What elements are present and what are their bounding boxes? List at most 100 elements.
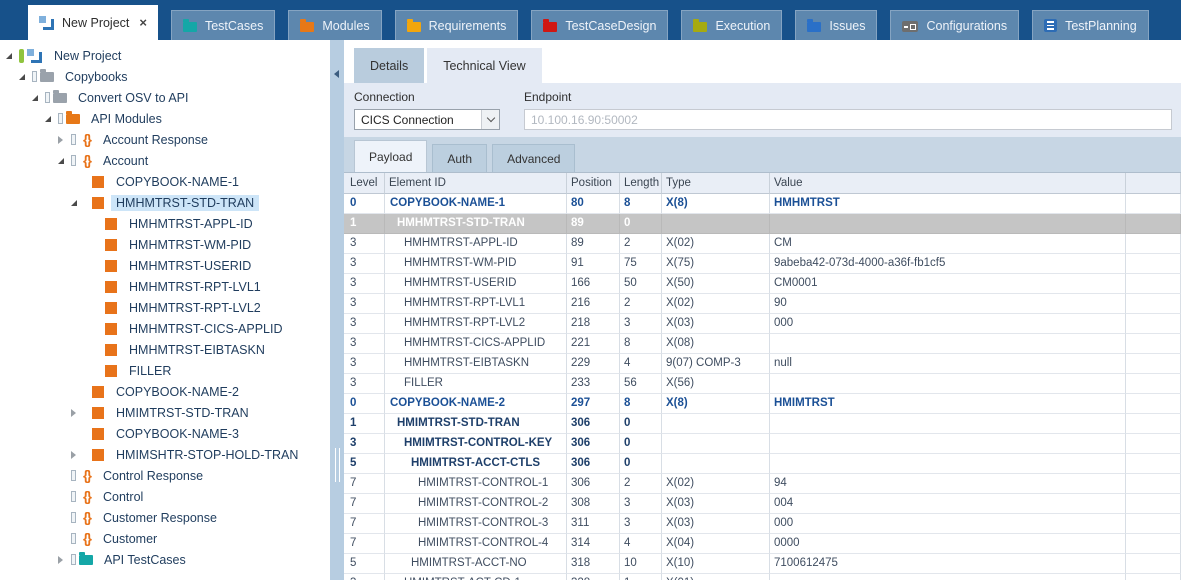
table-row[interactable]: 3 HMIMTRST-CONTROL-KEY 306 0: [344, 434, 1181, 454]
table-row[interactable]: 3 HMHMTRST-CICS-APPLID 221 8 X(08): [344, 334, 1181, 354]
expander-open-icon[interactable]: [71, 199, 77, 206]
expander-closed-icon[interactable]: [58, 555, 63, 564]
doc-indicator-icon: [71, 512, 76, 523]
tree-item-control-response[interactable]: {} Control Response: [0, 465, 330, 486]
table-row[interactable]: 5 HMIMTRST-ACCT-NO 318 10 X(10) 7100612475: [344, 554, 1181, 574]
cell-filler: [1126, 554, 1181, 574]
tree-item-hmhmtrst-std-tran[interactable]: HMHMTRST-STD-TRAN: [0, 192, 330, 213]
tree-item-hmhmtrst-rpt-lvl1[interactable]: HMHMTRST-RPT-LVL1: [0, 276, 330, 297]
tab-auth[interactable]: Auth: [432, 144, 488, 172]
cell-length: 2: [620, 474, 662, 494]
table-row[interactable]: 3 FILLER 233 56 X(56): [344, 374, 1181, 394]
table-row[interactable]: 0 COPYBOOK-NAME-2 297 8 X(8) HMIMTRST: [344, 394, 1181, 414]
tree-item-filler[interactable]: FILLER: [0, 360, 330, 381]
tree-item-customer-response[interactable]: {} Customer Response: [0, 507, 330, 528]
tree-item-hmhmtrst-rpt-lvl2[interactable]: HMHMTRST-RPT-LVL2: [0, 297, 330, 318]
window-tab-testplanning[interactable]: TestPlanning: [1032, 10, 1149, 40]
window-tab-modules[interactable]: Modules: [288, 10, 382, 40]
window-tab-testcases[interactable]: TestCases: [170, 10, 276, 40]
window-tab-testcasedesign[interactable]: TestCaseDesign: [531, 10, 669, 40]
column-header-length[interactable]: Length: [620, 173, 662, 194]
panel-splitter[interactable]: [330, 40, 344, 580]
window-tab-issues[interactable]: Issues: [795, 10, 878, 40]
table-row[interactable]: 7 HMIMTRST-CONTROL-4 314 4 X(04) 0000: [344, 534, 1181, 554]
tree-item-label: HMHMTRST-USERID: [129, 258, 252, 273]
copybook-field-icon: [105, 217, 117, 230]
tree-item-hmhmtrst-cics-applid[interactable]: HMHMTRST-CICS-APPLID: [0, 318, 330, 339]
column-header-level[interactable]: Level: [344, 173, 385, 194]
expander-closed-icon[interactable]: [71, 450, 76, 459]
tree-item-convert-osv-to-api[interactable]: Convert OSV to API: [0, 87, 330, 108]
endpoint-input[interactable]: [524, 109, 1172, 130]
window-tab-label: Issues: [829, 18, 866, 33]
tree-item-customer[interactable]: {} Customer: [0, 528, 330, 549]
tree-item-api-modules[interactable]: API Modules: [0, 108, 330, 129]
tree-item-hmimshtr-stop-hold-tran[interactable]: HMIMSHTR-STOP-HOLD-TRAN: [0, 444, 330, 465]
expander-closed-icon[interactable]: [71, 408, 76, 417]
close-tab-icon[interactable]: ×: [139, 15, 147, 30]
column-header-element-id[interactable]: Element ID: [385, 173, 567, 194]
tab-payload[interactable]: Payload: [354, 140, 428, 172]
tree-item-account[interactable]: {} Account: [0, 150, 330, 171]
tree-item-copybook-name-1[interactable]: COPYBOOK-NAME-1: [0, 171, 330, 192]
tree-item-copybook-name-3[interactable]: COPYBOOK-NAME-3: [0, 423, 330, 444]
window-tab-new-project[interactable]: New Project ×: [28, 5, 158, 40]
cell-position: 89: [567, 234, 620, 254]
main-area: New Project Copybooks Convert OSV to API AP…: [0, 40, 1181, 580]
tree-item-label: Customer: [103, 531, 158, 546]
cell-type: X(8): [662, 194, 770, 214]
tree-item-new-project[interactable]: New Project: [0, 45, 330, 66]
tree-item-hmhmtrst-wm-pid[interactable]: HMHMTRST-WM-PID: [0, 234, 330, 255]
table-row[interactable]: 7 HMIMTRST-CONTROL-1 306 2 X(02) 94: [344, 474, 1181, 494]
expander-open-icon[interactable]: [32, 94, 38, 101]
window-tab-configurations[interactable]: Configurations: [890, 10, 1020, 40]
tab-technical-view[interactable]: Technical View: [427, 48, 542, 83]
tree-item-account-response[interactable]: {} Account Response: [0, 129, 330, 150]
table-row[interactable]: 3 HMHMTRST-RPT-LVL1 216 2 X(02) 90: [344, 294, 1181, 314]
tree-item-hmhmtrst-userid[interactable]: HMHMTRST-USERID: [0, 255, 330, 276]
expander-open-icon[interactable]: [58, 157, 64, 164]
splitter-grip[interactable]: [335, 448, 340, 482]
column-header-type[interactable]: Type: [662, 173, 770, 194]
table-row[interactable]: 1 HMIMTRST-STD-TRAN 306 0: [344, 414, 1181, 434]
cell-filler: [1126, 374, 1181, 394]
tab-advanced[interactable]: Advanced: [492, 144, 576, 172]
expander-closed-icon[interactable]: [58, 135, 63, 144]
tree-item-hmhmtrst-appl-id[interactable]: HMHMTRST-APPL-ID: [0, 213, 330, 234]
expander-open-icon[interactable]: [19, 73, 25, 80]
table-row[interactable]: 0 COPYBOOK-NAME-1 80 8 X(8) HMHMTRST: [344, 194, 1181, 214]
collapse-panel-icon[interactable]: [334, 70, 339, 78]
expander-open-icon[interactable]: [45, 115, 51, 122]
window-tab-requirements[interactable]: Requirements: [394, 10, 519, 40]
column-header-blank[interactable]: [1126, 173, 1181, 194]
cell-position: 306: [567, 414, 620, 434]
table-row[interactable]: 3 HMHMTRST-EIBTASKN 229 4 9(07) COMP-3 null: [344, 354, 1181, 374]
table-row[interactable]: 1 HMHMTRST-STD-TRAN 89 0: [344, 214, 1181, 234]
cell-type: X(8): [662, 394, 770, 414]
copybook-field-icon: [105, 259, 117, 272]
cell-value: [770, 434, 1126, 454]
tree-item-api-testcases[interactable]: API TestCases: [0, 549, 330, 570]
window-tab-execution[interactable]: Execution: [681, 10, 783, 40]
table-row[interactable]: 5 HMIMTRST-ACCT-CTLS 306 0: [344, 454, 1181, 474]
table-row[interactable]: 3 HMHMTRST-RPT-LVL2 218 3 X(03) 000: [344, 314, 1181, 334]
expander-open-icon[interactable]: [6, 52, 12, 59]
table-row[interactable]: 7 HMIMTRST-CONTROL-3 311 3 X(03) 000: [344, 514, 1181, 534]
table-row[interactable]: 7 HMIMTRST-CONTROL-2 308 3 X(03) 004: [344, 494, 1181, 514]
folder-icon: [693, 19, 708, 32]
cell-element-id: HMHMTRST-WM-PID: [385, 254, 567, 274]
column-header-value[interactable]: Value: [770, 173, 1126, 194]
tree-item-hmimtrst-std-tran[interactable]: HMIMTRST-STD-TRAN: [0, 402, 330, 423]
tree-item-copybook-name-2[interactable]: COPYBOOK-NAME-2: [0, 381, 330, 402]
table-row[interactable]: 3 HMHMTRST-APPL-ID 89 2 X(02) CM: [344, 234, 1181, 254]
tree-item-copybooks[interactable]: Copybooks: [0, 66, 330, 87]
tree-item-hmhmtrst-eibtaskn[interactable]: HMHMTRST-EIBTASKN: [0, 339, 330, 360]
connection-select[interactable]: CICS Connection: [354, 109, 500, 130]
tab-details[interactable]: Details: [354, 48, 425, 83]
tree-item-control[interactable]: {} Control: [0, 486, 330, 507]
chevron-down-icon[interactable]: [481, 110, 499, 129]
table-row[interactable]: 3 HMHMTRST-WM-PID 91 75 X(75) 9abeba42-073d-4…: [344, 254, 1181, 274]
column-header-position[interactable]: Position: [567, 173, 620, 194]
table-row[interactable]: 3 HMHMTRST-USERID 166 50 X(50) CM0001: [344, 274, 1181, 294]
